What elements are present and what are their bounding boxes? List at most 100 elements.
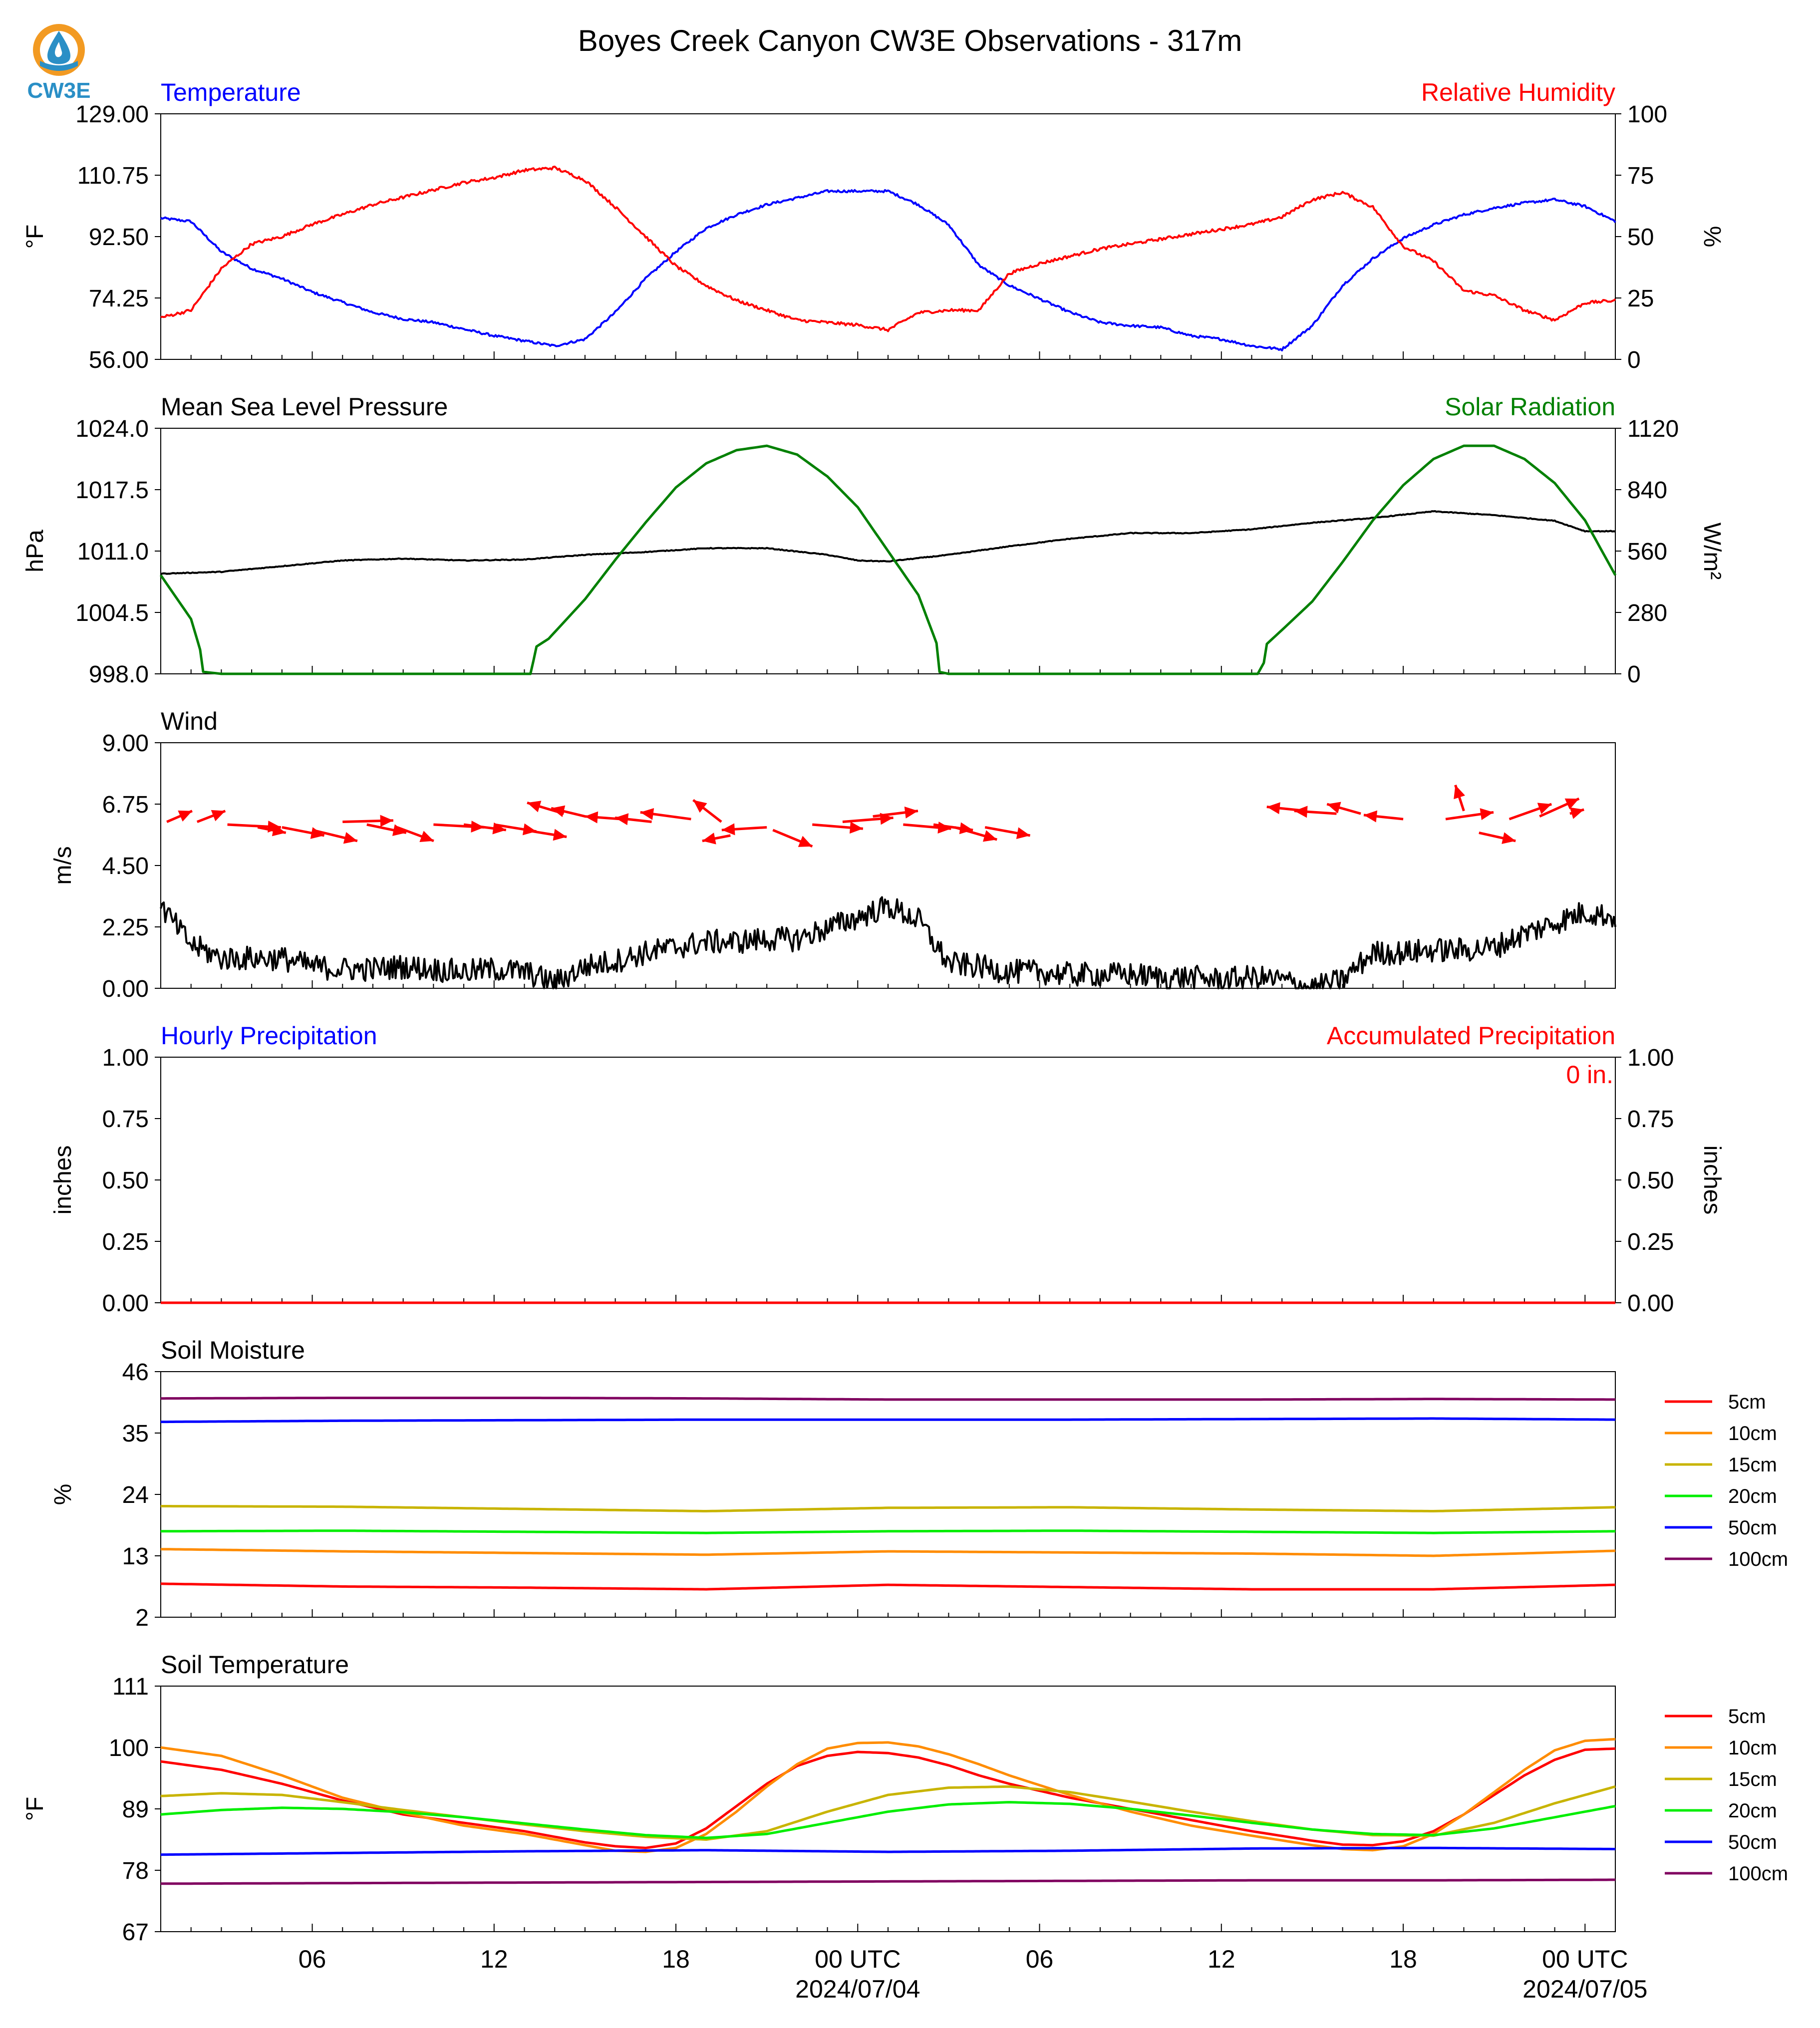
x-tick-label: 06 (1026, 1945, 1054, 1973)
x-tick-label: 12 (480, 1945, 508, 1973)
wind-arrow-head (798, 836, 813, 847)
y-tick-label-right: 0 (1627, 347, 1641, 373)
y-tick-label: 0.75 (102, 1106, 149, 1133)
legend-label: 20cm (1728, 1485, 1777, 1507)
wind-arrow-head (1327, 802, 1341, 814)
wind-arrow-head (1569, 807, 1584, 819)
y-axis-label: inches (50, 1146, 76, 1215)
y-tick-label-right: 0 (1627, 661, 1641, 688)
y-tick-label-right: 25 (1627, 286, 1654, 312)
y-axis-label-right: inches (1699, 1146, 1725, 1215)
wind-arrow-head (1564, 798, 1579, 810)
wind-arrow-head (849, 822, 863, 834)
wind-arrow-head (1363, 810, 1378, 823)
y-tick-label-right: 50 (1627, 224, 1654, 251)
cw3e-logo: CW3E (27, 24, 91, 103)
y-tick-label: 46 (122, 1359, 149, 1386)
y-tick-label-right: 100 (1627, 101, 1667, 128)
x-tick-label: 18 (1389, 1945, 1417, 1973)
y-tick-label: 67 (122, 1919, 149, 1946)
series-line-10cm (160, 1548, 1616, 1557)
y-tick-label: 111 (112, 1674, 149, 1700)
legend-label: 10cm (1728, 1423, 1777, 1445)
panel-title-right: Relative Humidity (1421, 78, 1615, 106)
y-tick-label: 74.25 (89, 286, 149, 312)
series-line-mean-sea-level-pressure (160, 510, 1616, 575)
y-tick-label: 1.00 (102, 1045, 149, 1071)
wind-arrow-head (551, 805, 566, 817)
figure-title: Boyes Creek Canyon CW3E Observations - 3… (578, 24, 1242, 57)
wind-arrow-head (1502, 832, 1516, 844)
wind-arrow-head (527, 801, 542, 813)
wind-arrow-head (721, 823, 735, 836)
y-tick-label: 13 (122, 1543, 149, 1570)
y-tick-label: 0.00 (102, 1290, 149, 1317)
y-tick-label: 6.75 (102, 792, 149, 818)
wind-arrow-head (272, 824, 286, 837)
series-line-15cm (161, 1505, 1616, 1512)
y-tick-label-right: 1.00 (1627, 1045, 1674, 1071)
series-line-temperature (160, 189, 1616, 351)
wind-arrow-head (640, 808, 654, 820)
legend-label: 5cm (1728, 1391, 1766, 1413)
legend-label: 50cm (1728, 1517, 1777, 1539)
panel-title-right: Solar Radiation (1445, 393, 1615, 421)
series-line-100cm (161, 1878, 1615, 1885)
accumulated-precip-value: 0 in. (1566, 1061, 1613, 1089)
wind-arrow-head (959, 822, 973, 835)
wind-arrow-head (211, 810, 226, 822)
wind-arrow-head (1537, 803, 1552, 815)
wind-arrow-head (380, 815, 393, 827)
wind-arrow-head (693, 800, 707, 813)
y-tick-label: 56.00 (89, 347, 149, 373)
wind-arrow-head (702, 833, 716, 845)
x-tick-label: 12 (1208, 1945, 1235, 1973)
series-line-20cm (161, 1529, 1616, 1534)
y-tick-label: 2 (135, 1605, 149, 1631)
x-tick-label: 06 (299, 1945, 326, 1973)
wind-arrow-head (553, 829, 567, 841)
legend-label: 50cm (1728, 1831, 1777, 1853)
wind-arrow-head (343, 832, 357, 844)
wind-arrow-head (419, 831, 434, 842)
panel-5: Soil Moisture 2 13 24 35 46% 5cm 10cm 15cm 20cm 50… (50, 1336, 1788, 1631)
legend-label: 100cm (1728, 1863, 1788, 1885)
series-line-wind (160, 896, 1616, 989)
y-tick-label: 100 (109, 1735, 149, 1761)
y-tick-label: 89 (122, 1796, 149, 1823)
wind-arrow-head (982, 830, 997, 842)
panel-1: Temperature Relative Humidity 56.00 74.25 92… (22, 78, 1725, 373)
y-tick-label: 78 (122, 1858, 149, 1884)
series-line-50cm (160, 1846, 1615, 1856)
panel-title-left: Soil Temperature (161, 1651, 349, 1679)
series-line-20cm (160, 1801, 1616, 1839)
panel-3: Wind 0.00 2.25 4.50 6.75 9.00 m/s (50, 707, 1616, 1002)
y-tick-label: 4.50 (102, 853, 149, 879)
wind-arrow-head (1454, 785, 1465, 800)
wind-arrow-head (1016, 827, 1030, 840)
x-tick-label: 00 UTC (815, 1945, 901, 1973)
y-tick-label-right: 1120 (1627, 416, 1679, 442)
y-tick-label-right: 0.00 (1627, 1290, 1674, 1317)
panel-title-left: Temperature (161, 78, 301, 106)
legend-label: 5cm (1728, 1706, 1766, 1728)
panel-frame (160, 1371, 1616, 1618)
y-tick-label: 998.0 (89, 661, 149, 688)
panel-title-left: Hourly Precipitation (161, 1022, 377, 1050)
y-tick-label: 1024.0 (75, 416, 149, 442)
panel-frame (160, 113, 1616, 360)
wind-arrow-head (585, 811, 599, 824)
panel-2: Mean Sea Level Pressure Solar Radiation 99… (22, 393, 1725, 688)
y-tick-label: 35 (122, 1421, 149, 1447)
y-axis-label: hPa (22, 530, 48, 573)
y-tick-label: 0.00 (102, 976, 149, 1002)
y-axis-label-right: % (1699, 226, 1725, 248)
y-tick-label-right: 560 (1627, 539, 1667, 565)
x-tick-label: 00 UTC (1542, 1945, 1628, 1973)
y-tick-label: 1004.5 (75, 600, 149, 626)
y-tick-label-right: 0.25 (1627, 1229, 1674, 1255)
x-date-label: 2024/07/04 (795, 1975, 920, 2003)
series-line-100cm (161, 1397, 1615, 1401)
legend-label: 100cm (1728, 1548, 1788, 1570)
